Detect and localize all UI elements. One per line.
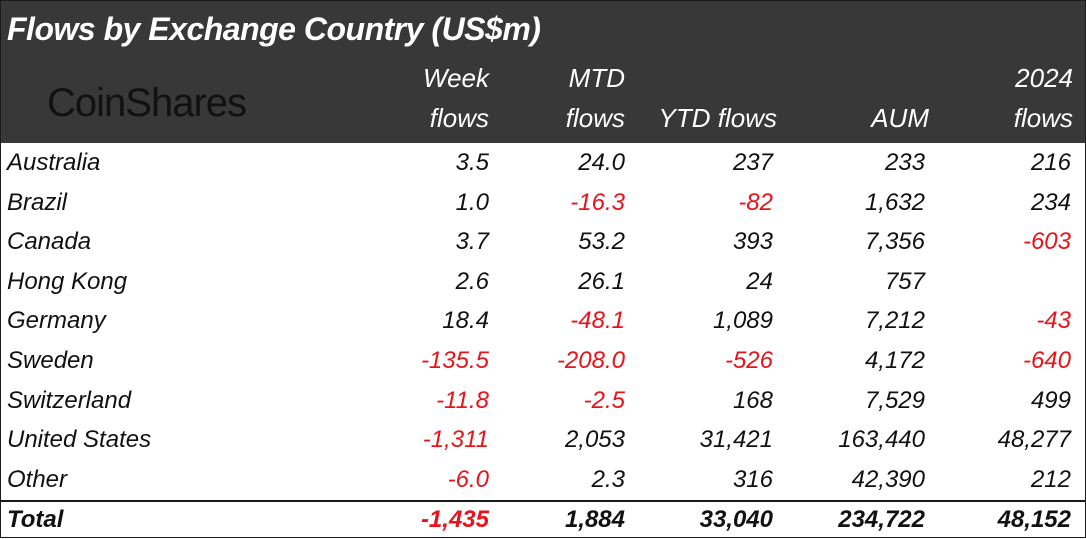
total-ytd-flows-cell: 33,040: [699, 506, 773, 533]
aum-cell: 757: [884, 267, 925, 295]
total-label: Total: [7, 506, 64, 533]
week-flows-cell: 1.0: [455, 188, 489, 216]
week-flows-cell: -1,311: [422, 426, 489, 454]
ytd-flows-cell: -526: [724, 346, 773, 374]
aum-cell: 42,390: [851, 465, 925, 493]
ytd-flows-cell: 393: [732, 228, 773, 256]
aum-cell: 7,529: [864, 386, 925, 414]
week-flows-cell: 18.4: [442, 307, 489, 335]
column-header-line2: AUM: [871, 103, 929, 133]
column-header-line2: flows: [1013, 103, 1073, 133]
table-body: Australia 3.5 24.0 237 233 216 Brazil 1.…: [1, 143, 1085, 499]
table-row: Germany 18.4 -48.1 1,089 7,212 -43: [1, 301, 1085, 341]
total-flows-2024-cell: 48,152: [997, 506, 1071, 533]
column-header-line2: flows: [429, 103, 489, 133]
aum-cell: 7,356: [864, 228, 925, 256]
country-label: Brazil: [7, 188, 68, 216]
country-label: Other: [7, 465, 68, 493]
flows-2024-cell: -640: [1022, 346, 1071, 374]
ytd-flows-cell: 1,089: [712, 307, 773, 335]
week-flows-cell: 3.5: [455, 149, 489, 176]
column-header-line1: Week: [423, 63, 489, 93]
column-header-ytd: YTD flows: [659, 63, 777, 133]
column-header-line1: [871, 63, 929, 93]
ytd-flows-cell: 31,421: [699, 426, 773, 454]
column-header-line2: flows: [565, 103, 625, 133]
table-title: Flows by Exchange Country (US$m): [7, 11, 541, 47]
table-row: Hong Kong 2.6 26.1 24 757: [1, 262, 1085, 302]
table-row: Australia 3.5 24.0 237 233 216: [1, 143, 1085, 183]
country-label: United States: [7, 426, 152, 454]
country-label: Hong Kong: [7, 267, 128, 295]
mtd-flows-cell: -208.0: [556, 346, 625, 374]
week-flows-cell: -11.8: [436, 386, 489, 414]
mtd-flows-cell: 2,053: [564, 426, 625, 454]
table-row: United States -1,311 2,053 31,421 163,44…: [1, 420, 1085, 460]
country-label: Canada: [7, 228, 92, 256]
table-row: Sweden -135.5 -208.0 -526 4,172 -640: [1, 341, 1085, 381]
mtd-flows-cell: -16.3: [570, 188, 625, 216]
ytd-flows-cell: 168: [732, 386, 773, 414]
ytd-flows-cell: 316: [732, 465, 773, 493]
ytd-flows-cell: -82: [738, 188, 773, 216]
mtd-flows-cell: -2.5: [583, 386, 625, 414]
week-flows-cell: 2.6: [455, 267, 489, 295]
ytd-flows-cell: 24: [746, 267, 773, 295]
total-row: Total -1,435 1,884 33,040 234,722 48,152: [1, 500, 1085, 539]
aum-cell: 1,632: [864, 188, 925, 216]
table-header: Flows by Exchange Country (US$m) CoinSha…: [1, 1, 1085, 143]
total-week-flows-cell: -1,435: [420, 506, 489, 533]
ytd-flows-cell: 237: [732, 149, 773, 176]
total-aum-cell: 234,722: [838, 506, 925, 533]
table-row: Other -6.0 2.3 316 42,390 212: [1, 460, 1085, 500]
column-header-line1: [659, 63, 777, 93]
column-header-line2: YTD flows: [658, 103, 777, 133]
week-flows-cell: 3.7: [455, 228, 489, 256]
column-header-week: Week flows: [423, 63, 489, 133]
column-header-line1: 2024: [1015, 63, 1073, 93]
flows-2024-cell: -43: [1036, 307, 1071, 335]
mtd-flows-cell: 2.3: [591, 465, 625, 493]
column-header-2024: 2024 flows: [1014, 63, 1073, 133]
country-label: Switzerland: [7, 386, 132, 414]
country-label: Sweden: [7, 346, 94, 374]
table-row: Switzerland -11.8 -2.5 168 7,529 499: [1, 381, 1085, 421]
flows-2024-cell: 212: [1030, 465, 1071, 493]
aum-cell: 4,172: [864, 346, 925, 374]
flows-2024-cell: 216: [1030, 149, 1071, 176]
country-label: Germany: [7, 307, 106, 335]
mtd-flows-cell: 26.1: [578, 267, 625, 295]
total-mtd-flows-cell: 1,884: [564, 506, 625, 533]
mtd-flows-cell: 24.0: [578, 149, 625, 176]
mtd-flows-cell: 53.2: [578, 228, 625, 256]
week-flows-cell: -135.5: [420, 346, 489, 374]
country-label: Australia: [7, 149, 101, 176]
flows-2024-cell: 499: [1030, 386, 1071, 414]
week-flows-cell: -6.0: [447, 465, 489, 493]
column-header-aum: AUM: [871, 63, 929, 133]
flows-2024-cell: 48,277: [997, 426, 1071, 454]
aum-cell: 163,440: [838, 426, 925, 454]
table-row: Brazil 1.0 -16.3 -82 1,632 234: [1, 183, 1085, 223]
column-header-mtd: MTD flows: [566, 63, 625, 133]
coinshares-logo: CoinShares: [47, 81, 247, 125]
table-row: Canada 3.7 53.2 393 7,356 -603: [1, 222, 1085, 262]
column-header-line1: MTD: [568, 63, 625, 93]
flows-2024-cell: 234: [1030, 188, 1071, 216]
aum-cell: 233: [884, 149, 925, 176]
flows-2024-cell: -603: [1022, 228, 1071, 256]
aum-cell: 7,212: [864, 307, 925, 335]
mtd-flows-cell: -48.1: [570, 307, 625, 335]
